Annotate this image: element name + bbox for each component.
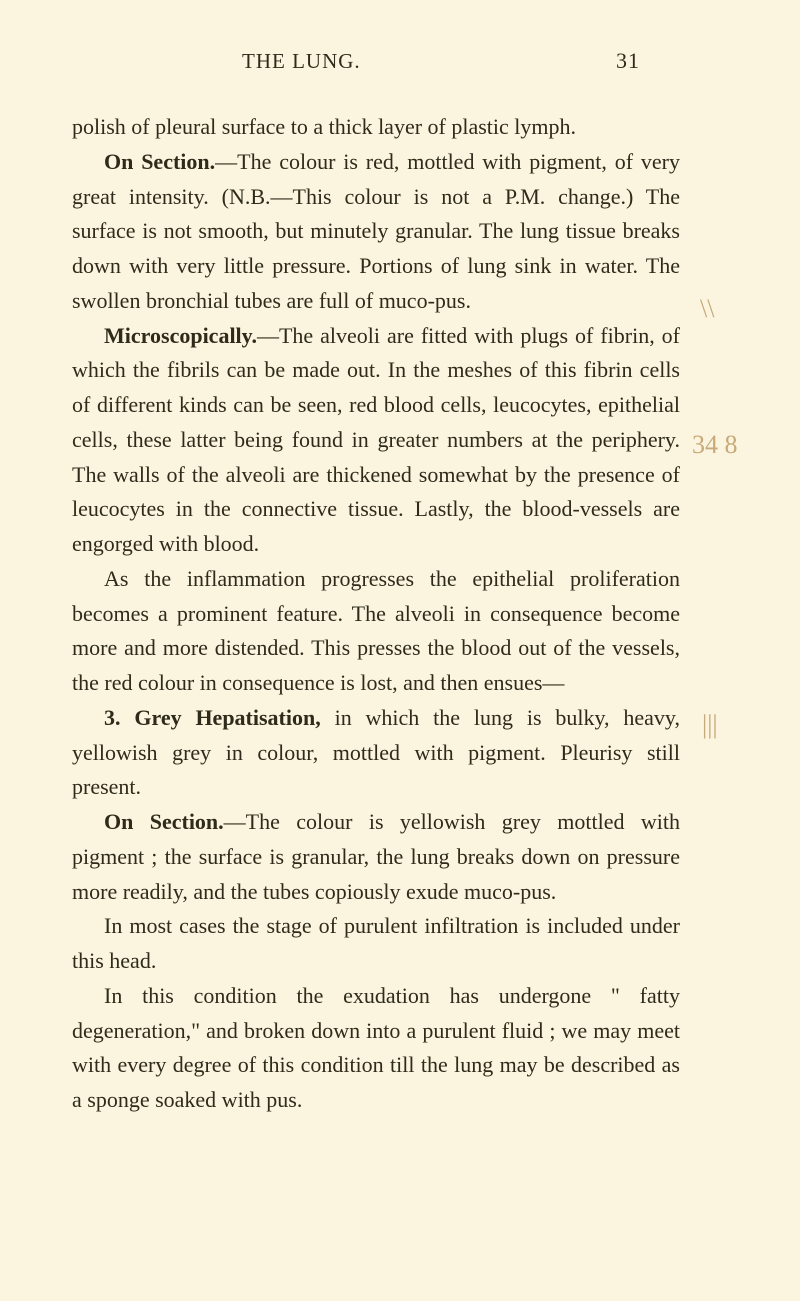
margin-note-1: \\ bbox=[700, 296, 714, 322]
page: THE LUNG. 31 polish of pleural surface t… bbox=[0, 0, 800, 1301]
section-label-grey-hepatisation: 3. Grey Hepatisation, bbox=[104, 705, 321, 730]
paragraph-3: Microscopically.—The alveoli are fitted … bbox=[72, 319, 680, 562]
paragraph-5: 3. Grey Hepatisation, in which the lung … bbox=[72, 701, 680, 805]
body-text: polish of pleural surface to a thick lay… bbox=[72, 110, 680, 1118]
paragraph-4: As the inflammation progresses the epith… bbox=[72, 562, 680, 701]
header-page-number: 31 bbox=[616, 48, 640, 74]
paragraph-3-body: —The alveoli are fitted with plugs of fi… bbox=[72, 323, 680, 557]
paragraph-2: On Section.—The colour is red, mottled w… bbox=[72, 145, 680, 319]
paragraph-8: In this condition the exudation has unde… bbox=[72, 979, 680, 1118]
paragraph-1: polish of pleural surface to a thick lay… bbox=[72, 110, 680, 145]
running-header: THE LUNG. 31 bbox=[72, 48, 680, 74]
margin-note-3: ||| bbox=[702, 712, 718, 738]
paragraph-6: On Section.—The colour is yellowish grey… bbox=[72, 805, 680, 909]
header-title: THE LUNG. bbox=[242, 49, 361, 74]
section-label-on-section-1: On Section. bbox=[104, 149, 215, 174]
section-label-on-section-2: On Section. bbox=[104, 809, 224, 834]
section-label-microscopically: Microscopically. bbox=[104, 323, 257, 348]
paragraph-7: In most cases the stage of purulent infi… bbox=[72, 909, 680, 979]
margin-note-2: 34 8 bbox=[692, 432, 738, 458]
